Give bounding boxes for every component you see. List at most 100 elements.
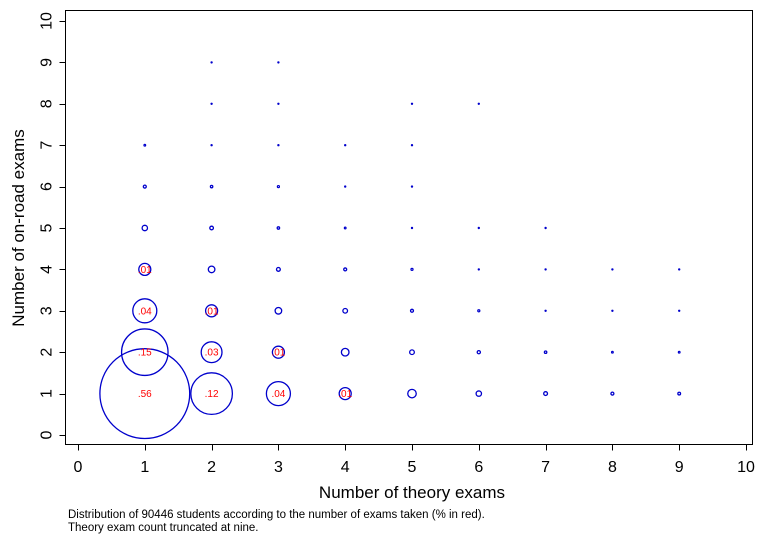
x-tick-label: 0 (74, 459, 83, 476)
bubble-share-label: .01 (338, 389, 352, 400)
bubble-share-label: .03 (205, 348, 219, 359)
bubble-point (343, 226, 347, 230)
x-axis: 0 1 2 3 4 5 6 7 8 9 10 (74, 444, 755, 476)
bubble-point (544, 309, 547, 312)
y-tick-label: 0 (39, 430, 56, 439)
y-tick-label: 10 (39, 12, 56, 30)
bubble-chart: 0 1 2 3 4 5 6 7 8 9 10 0 1 2 3 4 5 6 7 8 9 10 .56 .15 .04 .01 .1… (9, 10, 755, 502)
bubble-point (410, 102, 414, 106)
bubble-point (344, 185, 347, 188)
y-tick-label: 5 (39, 223, 56, 232)
x-tick-label: 1 (140, 459, 149, 476)
plot-frame (65, 10, 753, 445)
y-tick-label: 3 (39, 306, 56, 315)
bubble-point (610, 391, 615, 396)
bubble-share-label: .01 (271, 348, 285, 359)
bubble-point (611, 309, 614, 312)
bubble-point (410, 226, 414, 230)
bubble-point (277, 143, 280, 147)
bubble-series (99, 61, 682, 440)
caption-line-2: Theory exam count truncated at nine. (68, 522, 259, 534)
x-axis-label: Number of theory exams (319, 483, 505, 502)
bubble-point (410, 267, 414, 272)
bubble-point (476, 349, 482, 355)
y-axis: 0 1 2 3 4 5 6 7 8 9 10 (39, 12, 66, 439)
x-tick-label: 2 (207, 459, 216, 476)
bubble-point (138, 262, 152, 277)
bubble-point (277, 102, 280, 106)
bubble-point (677, 391, 682, 396)
figure-caption: Distribution of 90446 students according… (68, 509, 485, 535)
bubble-point (209, 225, 215, 231)
bubble-share-label: .56 (138, 389, 152, 400)
bubble-point (611, 268, 614, 271)
bubble-point (210, 102, 213, 106)
bubble-point (276, 226, 281, 230)
bubble-share-label: .01 (205, 306, 219, 317)
bubble-point (477, 268, 480, 271)
bubble-point (477, 102, 480, 106)
y-tick-label: 2 (39, 348, 56, 357)
bubble-point (409, 349, 415, 356)
bubble-point (275, 266, 281, 272)
x-tick-label: 8 (608, 459, 617, 476)
bubble-point (338, 386, 352, 401)
bubble-point (271, 345, 286, 359)
x-tick-label: 5 (408, 459, 417, 476)
bubble-point (543, 391, 549, 397)
bubble-point (210, 61, 213, 64)
y-tick-label: 6 (39, 182, 56, 191)
bubble-point (277, 61, 280, 64)
bubble-point (410, 185, 414, 188)
bubble-point (99, 348, 191, 440)
bubble-share-label: .04 (271, 389, 285, 400)
bubble-point (340, 347, 350, 357)
bubble-point (678, 309, 681, 312)
x-tick-label: 10 (737, 459, 755, 476)
bubble-point (544, 226, 547, 230)
bubble-point (132, 298, 158, 324)
bubble-point (274, 306, 283, 315)
bubble-point (344, 143, 347, 147)
bubble-point (678, 268, 681, 271)
bubble-point (407, 388, 417, 399)
bubble-share-label: .12 (205, 389, 219, 400)
y-tick-label: 9 (39, 58, 56, 67)
x-tick-label: 9 (675, 459, 684, 476)
x-tick-label: 6 (474, 459, 483, 476)
x-tick-label: 7 (541, 459, 550, 476)
bubble-point (204, 304, 219, 318)
y-axis-label: Number of on-road exams (9, 129, 28, 326)
bubble-share-label: .04 (138, 306, 152, 317)
bubble-point (410, 143, 414, 147)
bubble-labels: .56 .15 .04 .01 .12 .03 .01 .04 .01 .01 (138, 265, 353, 400)
bubble-point (543, 350, 548, 355)
y-tick-label: 4 (39, 265, 56, 274)
bubble-point (276, 184, 281, 189)
bubble-point (544, 268, 547, 271)
x-tick-label: 3 (274, 459, 283, 476)
caption-line-1: Distribution of 90446 students according… (68, 509, 485, 521)
y-tick-label: 7 (39, 141, 56, 150)
y-tick-label: 1 (39, 389, 56, 398)
bubble-share-label: .15 (138, 348, 152, 359)
bubble-point (343, 267, 348, 272)
x-tick-label: 4 (341, 459, 350, 476)
bubble-point (142, 184, 147, 189)
bubble-point (409, 308, 415, 313)
bubble-point (210, 143, 213, 147)
bubble-point (677, 350, 681, 354)
y-tick-label: 8 (39, 99, 56, 108)
bubble-point (477, 309, 481, 313)
bubble-point (209, 184, 214, 189)
bubble-point (120, 328, 169, 377)
bubble-point (475, 390, 483, 397)
bubble-point (143, 143, 147, 147)
bubble-point (200, 341, 223, 364)
bubble-point (190, 372, 234, 416)
bubble-point (265, 380, 292, 407)
bubble-share-label: .01 (138, 265, 152, 276)
bubble-point (141, 224, 149, 232)
bubble-point (207, 265, 216, 274)
bubble-point (342, 307, 349, 314)
